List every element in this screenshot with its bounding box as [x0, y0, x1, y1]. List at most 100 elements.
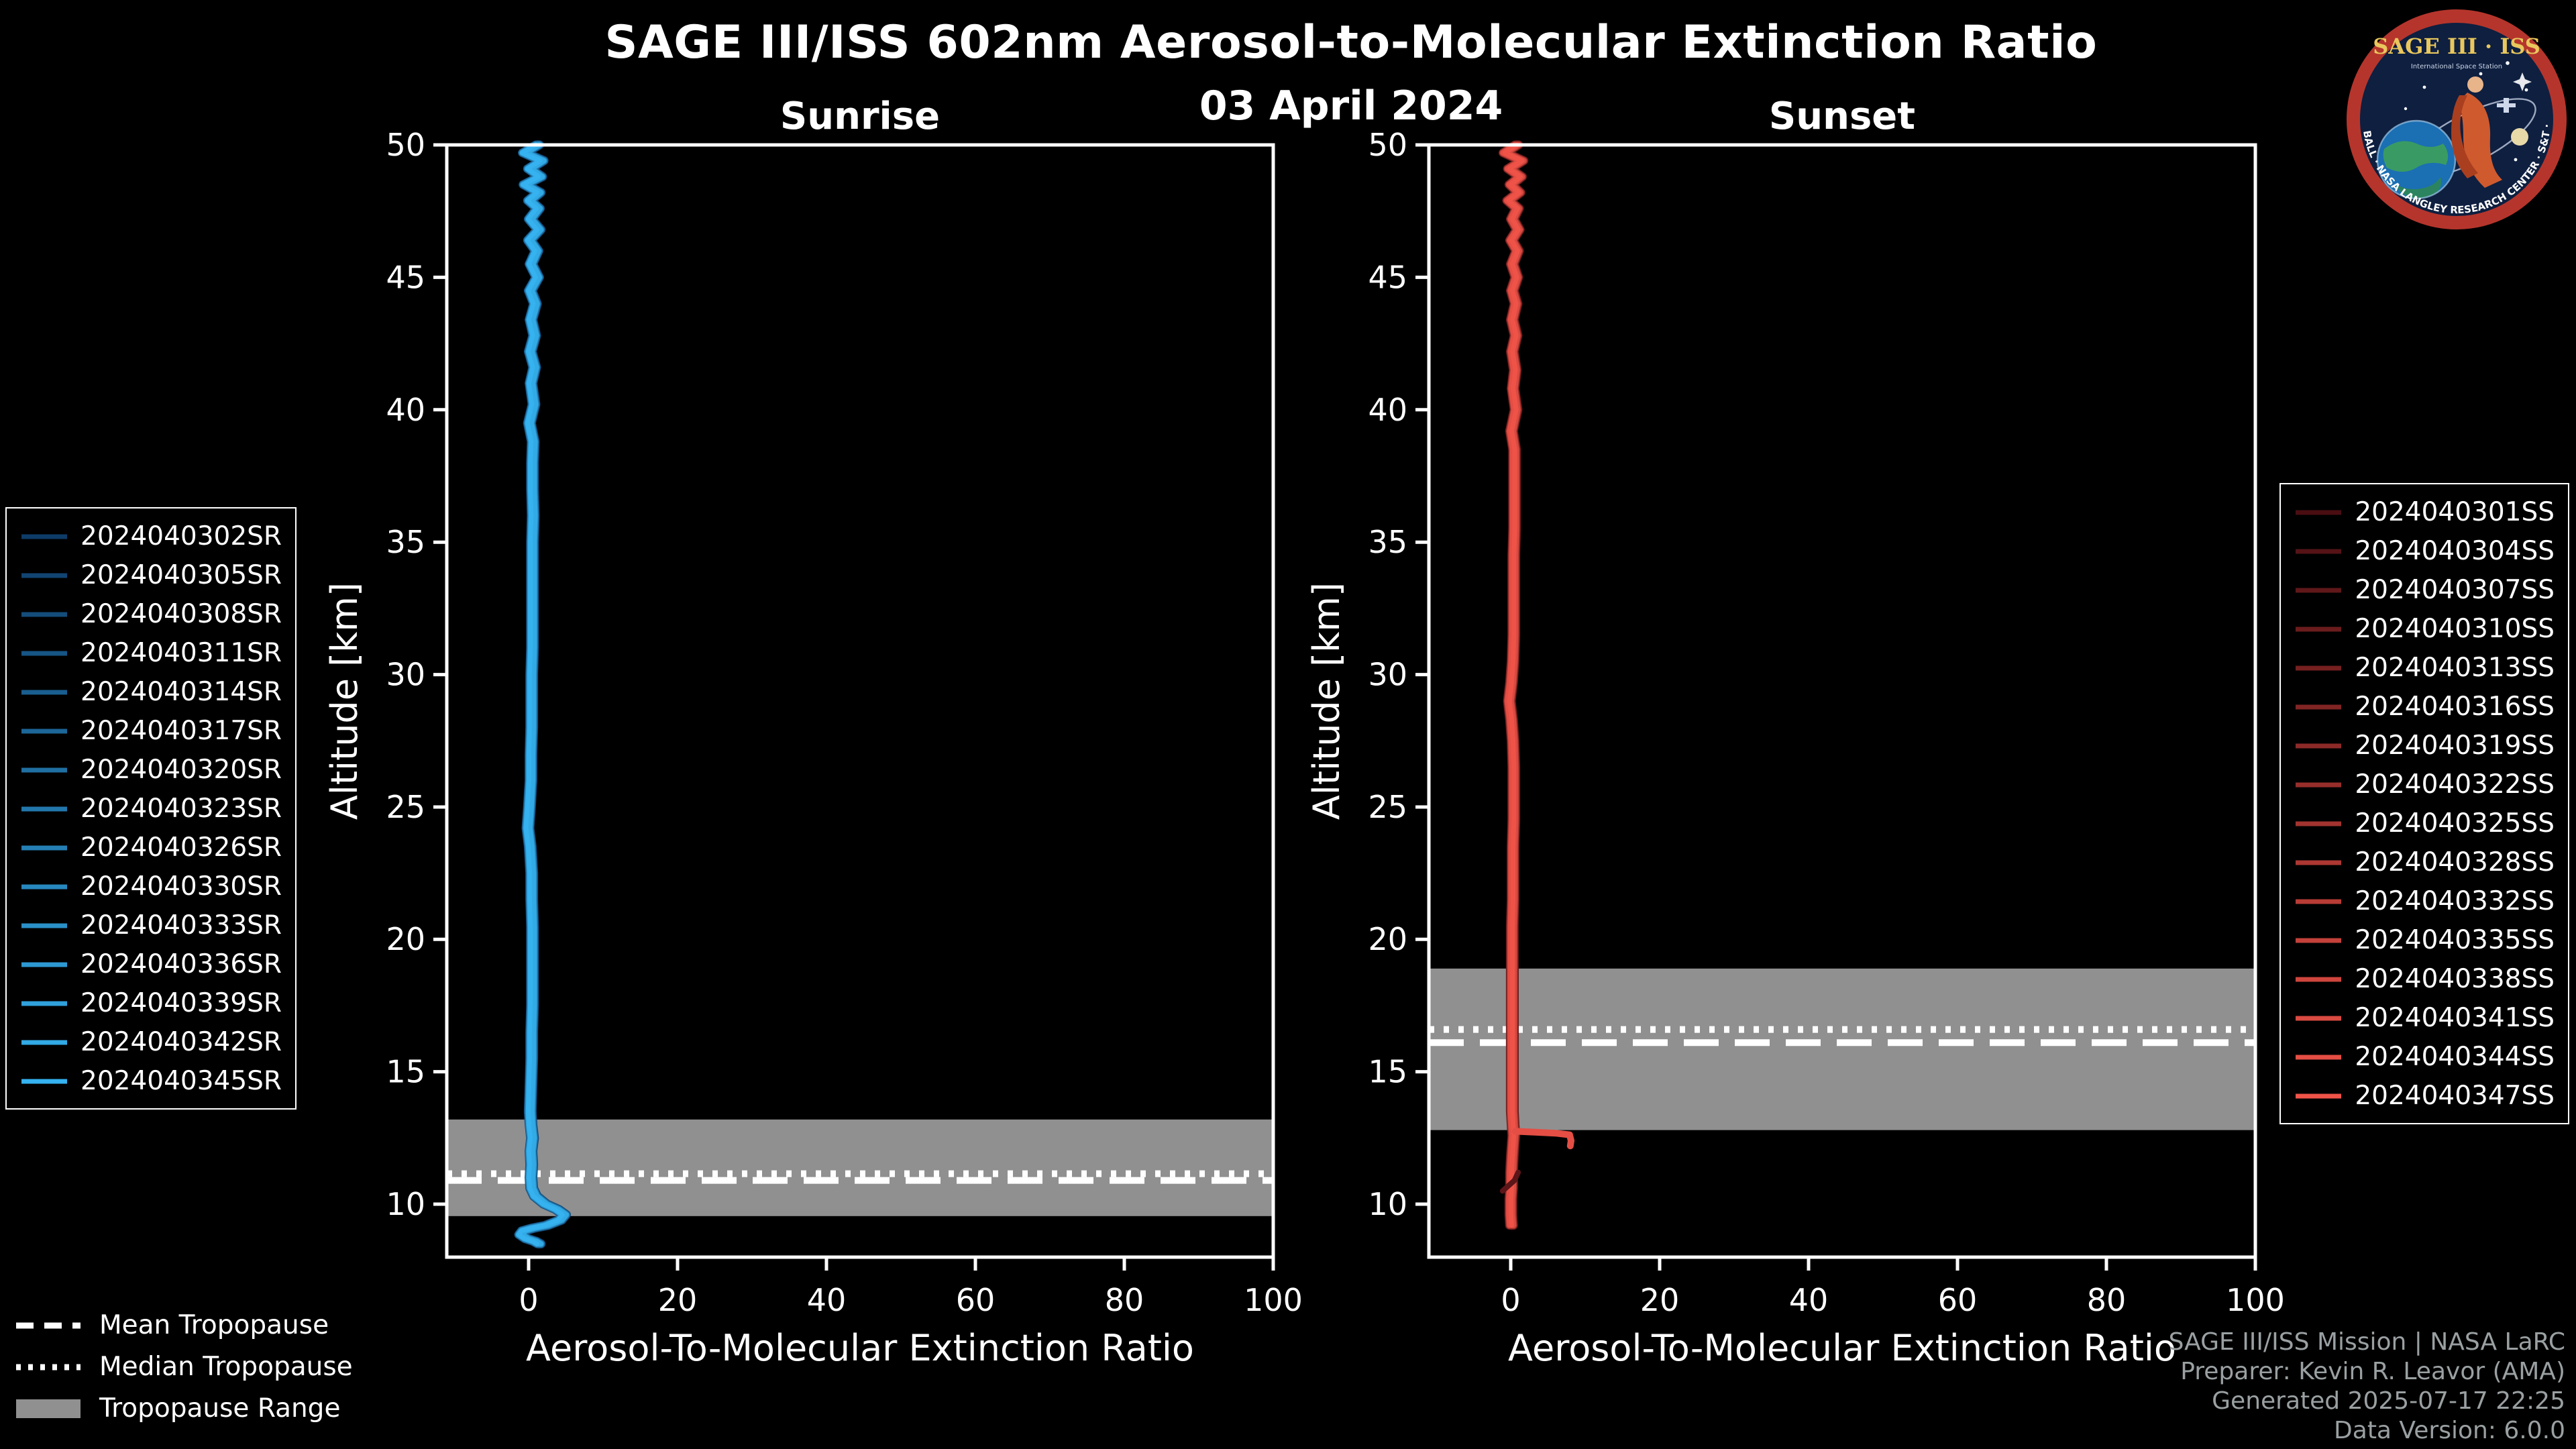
svg-text:35: 35	[1368, 524, 1407, 560]
legend-item: 2024040344SS	[2294, 1037, 2555, 1076]
legend-line-swatch	[21, 767, 67, 772]
legend-item: 2024040319SS	[2294, 726, 2555, 765]
legend-item: 2024040328SS	[2294, 843, 2555, 881]
svg-text:0: 0	[519, 1282, 538, 1318]
legend-item-label: 2024040339SR	[80, 987, 282, 1018]
legend-line-swatch	[2296, 976, 2342, 981]
svg-text:20: 20	[658, 1282, 698, 1318]
legend-item: 2024040347SS	[2294, 1076, 2555, 1115]
sunrise-panel-title: Sunrise	[780, 94, 941, 138]
svg-text:10: 10	[1368, 1186, 1407, 1222]
legend-item-label: Mean Tropopause	[99, 1309, 329, 1340]
tick-labels: 0 20 40 60 80 100 10 15 20 25 30 35 40 45 50	[1368, 129, 2284, 1318]
svg-text:30: 30	[386, 657, 425, 693]
patch-subtitle: International Space Station	[2411, 63, 2502, 70]
legend-line-swatch	[2296, 665, 2342, 670]
legend-item: Median Tropopause	[13, 1346, 353, 1387]
svg-text:20: 20	[1640, 1282, 1680, 1318]
legend-line-swatch	[21, 806, 67, 811]
legend-item-label: 2024040314SR	[80, 676, 282, 707]
legend-item: 2024040336SR	[20, 945, 282, 983]
legend-item: 2024040342SR	[20, 1022, 282, 1061]
legend-item-label: 2024040311SR	[80, 637, 282, 668]
legend-item: 2024040320SR	[20, 750, 282, 789]
credits-line: Preparer: Kevin R. Leavor (AMA)	[2180, 1358, 2565, 1386]
sage-iss-mission-patch: SAGE III · ISS International Space Stati…	[2343, 0, 2567, 229]
svg-text:30: 30	[1368, 657, 1407, 693]
moon	[2511, 128, 2528, 146]
patch-title: SAGE III · ISS	[2373, 34, 2540, 59]
legend-line-swatch	[2296, 626, 2342, 631]
sunrise-chart: 0 20 40 60 80 100 10 15 20 25 30 35 40 45 50 Aerosol-To…	[323, 129, 1303, 1369]
mission-patch-graphic: SAGE III · ISS International Space Stati…	[2343, 0, 2567, 229]
legend-item-label: 2024040307SS	[2355, 574, 2555, 605]
legend-item-label: 2024040328SS	[2355, 847, 2555, 877]
legend-line-swatch	[2296, 548, 2342, 553]
tick-labels: 0 20 40 60 80 100 10 15 20 25 30 35 40 45 50	[386, 129, 1302, 1318]
svg-text:80: 80	[2087, 1282, 2127, 1318]
legend-line-swatch	[2296, 820, 2342, 826]
sunset-chart: 0 20 40 60 80 100 10 15 20 25 30 35 40 45 50 Aerosol-To…	[1305, 129, 2285, 1369]
legend-line-swatch	[2296, 937, 2342, 943]
legend-item-label: 2024040347SS	[2355, 1080, 2555, 1111]
legend-item: 2024040333SR	[20, 906, 282, 945]
legend-line-swatch	[2296, 782, 2342, 787]
sunset-panel: 0 20 40 60 80 100 10 15 20 25 30 35 40 45 50 Aerosol-To…	[1304, 129, 2297, 1390]
tropopause-range-band	[447, 1119, 1273, 1216]
legend-item-label: 2024040344SS	[2355, 1041, 2555, 1072]
y-axis-label: Altitude [km]	[1305, 582, 1348, 820]
legend-item: 2024040302SR	[20, 517, 282, 555]
legend-item: 2024040323SR	[20, 789, 282, 828]
credits-line: SAGE III/ISS Mission | NASA LaRC	[2168, 1328, 2565, 1356]
credits-line: Data Version: 6.0.0	[2334, 1417, 2565, 1445]
earth-globe	[2376, 119, 2457, 200]
legend-item-label: 2024040301SS	[2355, 496, 2555, 527]
legend-item: Tropopause Range	[13, 1387, 353, 1429]
credits-block: SAGE III/ISS Mission | NASA LaRC Prepare…	[2169, 1328, 2565, 1446]
legend-item-label: 2024040313SS	[2355, 652, 2555, 683]
svg-text:80: 80	[1105, 1282, 1144, 1318]
legend-line-swatch	[2296, 509, 2342, 515]
svg-text:10: 10	[386, 1186, 425, 1222]
legend-item: 2024040335SS	[2294, 920, 2555, 959]
legend-item: 2024040308SR	[20, 594, 282, 633]
legend-line-swatch	[21, 1000, 67, 1006]
axis-ticks	[1415, 143, 2257, 1271]
legend-line-swatch	[2296, 859, 2342, 865]
credits-line: Generated 2025-07-17 22:25	[2212, 1387, 2565, 1415]
plot-area	[447, 140, 1273, 1257]
svg-text:40: 40	[1789, 1282, 1829, 1318]
legend-item-label: 2024040330SR	[80, 871, 282, 902]
plot-frame	[1427, 143, 2257, 1259]
legend-item-label: 2024040323SR	[80, 793, 282, 824]
legend-item: 2024040339SR	[20, 983, 282, 1022]
legend-item: 2024040316SS	[2294, 687, 2555, 726]
legend-item-label: 2024040317SR	[80, 715, 282, 746]
svg-text:25: 25	[1368, 789, 1407, 825]
legend-line-swatch	[21, 922, 67, 928]
svg-text:45: 45	[386, 259, 425, 295]
legend-item-label: 2024040319SS	[2355, 730, 2555, 761]
svg-text:45: 45	[1368, 259, 1407, 295]
legend-item: Mean Tropopause	[13, 1304, 353, 1346]
legend-item-label: 2024040325SS	[2355, 808, 2555, 839]
legend-item-label: 2024040332SS	[2355, 885, 2555, 916]
legend-item-label: 2024040345SR	[80, 1065, 282, 1096]
legend-line-swatch	[2296, 1054, 2342, 1059]
tropopause-range-swatch	[16, 1399, 80, 1417]
svg-text:35: 35	[386, 524, 425, 560]
legend-line-swatch	[21, 883, 67, 889]
median-tropopause-swatch	[16, 1363, 80, 1370]
mean-tropopause-swatch	[16, 1322, 80, 1328]
legend-line-swatch	[21, 845, 67, 850]
stars	[2404, 61, 2532, 162]
svg-text:25: 25	[386, 789, 425, 825]
profile-feature	[1499, 1169, 1521, 1194]
legend-item-label: 2024040322SS	[2355, 769, 2555, 800]
sunrise-legend-box: 2024040302SR 2024040305SR 2024040308SR 2024…	[5, 507, 297, 1110]
legend-line-swatch	[21, 961, 67, 967]
legend-item-label: 2024040336SR	[80, 949, 282, 979]
legend-line-swatch	[21, 1078, 67, 1083]
legend-item: 2024040310SS	[2294, 609, 2555, 648]
legend-item-label: 2024040326SR	[80, 832, 282, 863]
